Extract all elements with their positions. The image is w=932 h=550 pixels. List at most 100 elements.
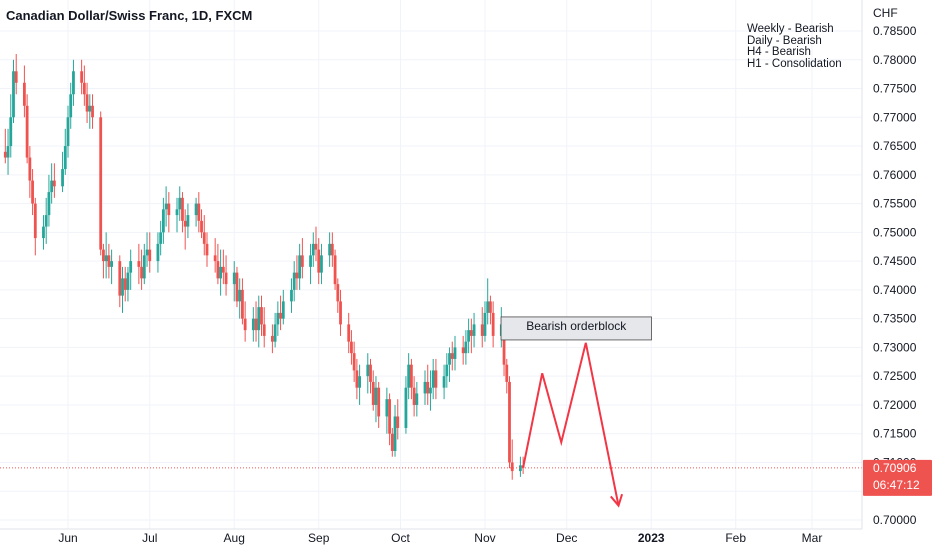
candle: [129, 249, 133, 290]
candle: [281, 289, 285, 325]
candle-body: [126, 272, 130, 290]
candle-body: [194, 203, 198, 216]
candle: [464, 330, 468, 365]
candle-body: [347, 324, 351, 342]
candle: [423, 370, 427, 405]
candle-body: [66, 117, 70, 147]
candle: [235, 266, 239, 308]
candle-body: [129, 261, 133, 273]
candle-body: [442, 376, 446, 388]
note-daily: Daily - Bearish: [747, 34, 822, 47]
candle: [472, 312, 476, 348]
candle-body: [508, 381, 511, 463]
note-weekly: Weekly - Bearish: [747, 23, 834, 35]
y-tick-label: 0.72000: [873, 398, 917, 412]
candle: [104, 232, 108, 279]
candle: [350, 330, 353, 365]
candle: [298, 243, 302, 290]
y-tick-label: 0.72500: [873, 369, 917, 383]
x-tick-label: Mar: [802, 531, 823, 545]
candle: [12, 59, 15, 124]
candle-body: [6, 146, 10, 158]
candle: [491, 301, 495, 348]
candle-body: [161, 209, 165, 233]
candle: [290, 278, 293, 313]
candle-body: [219, 266, 223, 279]
candle: [161, 197, 165, 244]
candle-body: [235, 272, 239, 302]
candle-body: [118, 261, 122, 296]
time-axis[interactable]: Jun Jul Aug Sep Oct Nov Dec 2023 Feb Mar: [0, 528, 862, 545]
candle-body: [423, 381, 427, 394]
orderblock-box[interactable]: [500, 316, 652, 341]
candle: [320, 243, 323, 285]
candle-body: [309, 255, 312, 267]
last-price-value: 0.70906: [873, 461, 917, 475]
y-tick-label: 0.76500: [873, 139, 917, 153]
candle: [409, 358, 413, 400]
candle-body: [175, 209, 179, 216]
candle-body: [140, 266, 143, 279]
candle: [369, 358, 372, 394]
candle-body: [461, 347, 465, 354]
candle-body: [404, 387, 408, 428]
candle: [91, 94, 94, 129]
candle: [292, 261, 296, 302]
candle-body: [262, 324, 266, 336]
x-tick-label: 2023: [638, 531, 665, 545]
candle: [142, 243, 146, 285]
candle-body: [254, 318, 258, 331]
candle-body: [99, 117, 103, 250]
candle-body: [33, 203, 37, 239]
candle-body: [510, 462, 514, 472]
candle: [273, 312, 277, 348]
candle-body: [480, 324, 484, 336]
candle: [333, 249, 337, 290]
candle: [167, 192, 171, 233]
y-tick-label: 0.73000: [873, 340, 917, 354]
candle: [279, 295, 282, 331]
candle-body: [311, 243, 315, 256]
candle: [415, 381, 419, 417]
candle: [52, 163, 56, 198]
candle: [181, 192, 184, 233]
candle-body: [518, 465, 522, 472]
candle: [69, 82, 73, 129]
candle: [483, 301, 487, 342]
candle: [47, 174, 51, 227]
candle-body: [505, 364, 509, 382]
candle-body: [434, 370, 438, 388]
candle-body: [273, 324, 277, 342]
candle: [508, 376, 511, 469]
candle: [358, 364, 362, 405]
candle-body: [181, 197, 184, 221]
y-tick-label: 0.76000: [873, 168, 917, 182]
candle-body: [80, 71, 84, 83]
candle-body: [224, 272, 228, 285]
candle-body: [82, 82, 86, 95]
currency-label: CHF: [873, 6, 898, 20]
candle: [393, 404, 397, 457]
candle: [61, 151, 64, 193]
candle: [232, 261, 236, 302]
projection-path[interactable]: [522, 342, 620, 506]
x-tick-label: Jul: [142, 531, 157, 545]
candle: [22, 65, 26, 118]
candle: [377, 381, 381, 428]
price-axis[interactable]: CHF 0.78500 0.78000 0.77500 0.77000 0.76500 0…: [861, 0, 932, 529]
last-price-badge: 0.70906 06:47:12: [863, 459, 932, 496]
candle: [121, 266, 124, 313]
candle: [224, 255, 228, 296]
candle: [339, 289, 342, 336]
candle: [314, 226, 318, 262]
candle-body: [320, 255, 323, 273]
candle: [431, 358, 435, 400]
candle: [510, 439, 514, 480]
candle: [9, 94, 13, 158]
candle: [85, 82, 89, 124]
candle-body: [491, 312, 495, 336]
candle: [388, 393, 391, 446]
candle-body: [213, 255, 217, 262]
candle: [178, 186, 182, 221]
